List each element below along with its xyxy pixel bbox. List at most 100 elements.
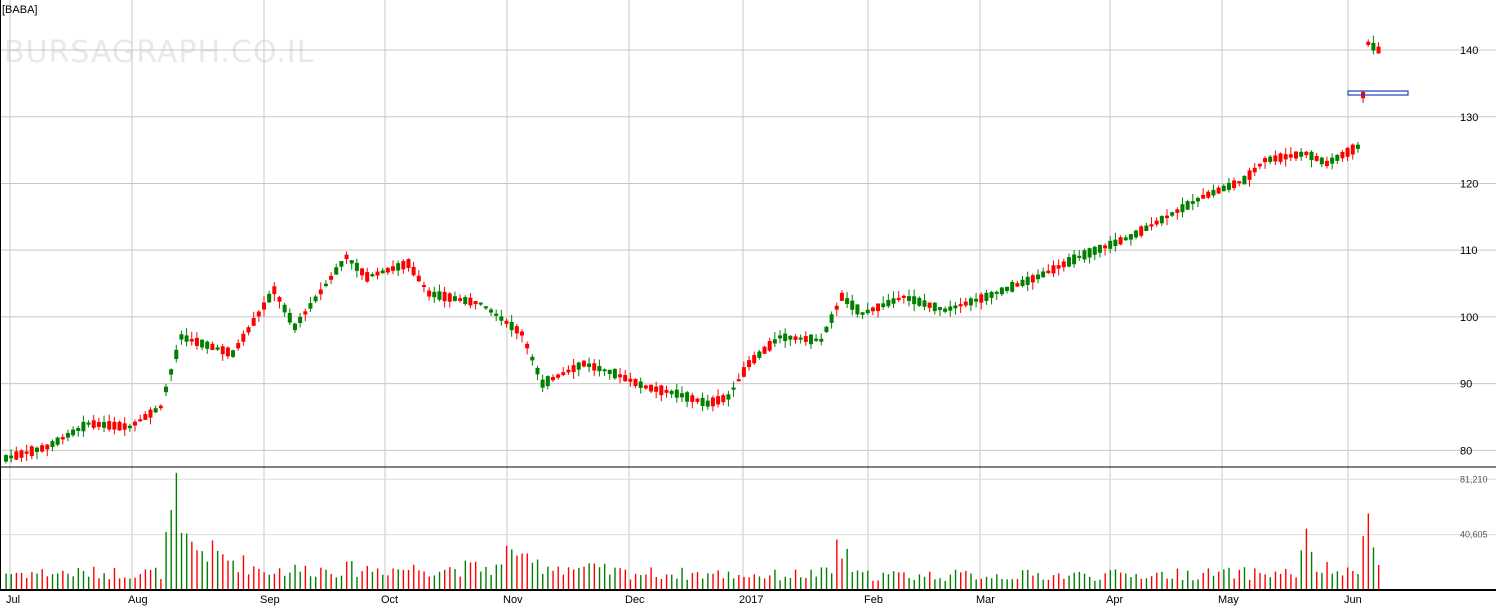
volume-bar bbox=[21, 573, 22, 590]
candle-body bbox=[1026, 277, 1030, 285]
candle-body bbox=[1335, 155, 1339, 161]
volume-bar bbox=[16, 573, 17, 590]
volume-bar bbox=[950, 575, 951, 590]
candle-body bbox=[1346, 148, 1350, 157]
candle-body bbox=[112, 422, 116, 430]
candle-body bbox=[1077, 256, 1081, 258]
candle-body bbox=[1072, 254, 1076, 264]
candle-body bbox=[1015, 283, 1019, 287]
volume-bar bbox=[1203, 573, 1204, 590]
volume-bar bbox=[238, 572, 239, 590]
volume-bar bbox=[1213, 576, 1214, 590]
candle-body bbox=[1113, 240, 1117, 246]
candle-body bbox=[236, 343, 240, 348]
candle-body bbox=[190, 339, 194, 342]
volume-bar bbox=[568, 567, 569, 590]
candle-body bbox=[716, 396, 720, 404]
candle-body bbox=[1186, 201, 1190, 210]
volume-bar bbox=[656, 577, 657, 590]
candle-body bbox=[102, 422, 106, 428]
candle-body bbox=[391, 266, 395, 271]
volume-bar bbox=[1125, 574, 1126, 590]
volume-bar bbox=[841, 559, 842, 590]
candle-body bbox=[1165, 216, 1169, 218]
volume-bar bbox=[1347, 567, 1348, 590]
candle-body bbox=[1005, 287, 1009, 291]
candle-body bbox=[205, 342, 209, 349]
volume-bar bbox=[934, 579, 935, 590]
volume-bar bbox=[1048, 580, 1049, 590]
candle-body bbox=[200, 340, 204, 348]
candle-body bbox=[1160, 216, 1164, 223]
candle-body bbox=[572, 365, 576, 372]
candle-body bbox=[376, 272, 380, 276]
volume-bar bbox=[893, 571, 894, 590]
candle-body bbox=[97, 422, 101, 427]
candle-body bbox=[871, 307, 875, 311]
candle-body bbox=[252, 318, 256, 326]
volume-bar bbox=[72, 576, 73, 590]
candle-body bbox=[1356, 145, 1360, 149]
volume-bar bbox=[614, 568, 615, 590]
volume-bar bbox=[1285, 569, 1286, 590]
candle-body bbox=[644, 385, 648, 388]
candle-body bbox=[1191, 201, 1195, 204]
candle-body bbox=[799, 338, 803, 340]
candle-body bbox=[71, 430, 75, 436]
candle-body bbox=[582, 361, 586, 367]
volume-bar bbox=[924, 577, 925, 590]
candle-body bbox=[293, 324, 297, 331]
volume-bar bbox=[145, 569, 146, 590]
volume-bar bbox=[186, 534, 187, 590]
candle-body bbox=[1325, 161, 1329, 166]
volume-bar bbox=[129, 579, 130, 590]
volume-bar bbox=[1182, 580, 1183, 590]
candle-body bbox=[365, 272, 369, 282]
volume-bar bbox=[1362, 536, 1363, 590]
candle-body bbox=[830, 314, 834, 323]
volume-bar bbox=[382, 575, 383, 590]
candle-body bbox=[283, 305, 287, 313]
volume-bar bbox=[888, 574, 889, 590]
candle-body bbox=[1232, 181, 1236, 189]
candle-body bbox=[1041, 271, 1045, 277]
candle-body bbox=[639, 382, 643, 388]
candle-body bbox=[458, 298, 462, 301]
candle-body bbox=[4, 455, 8, 461]
volume-bar bbox=[877, 580, 878, 590]
volume-bar bbox=[341, 576, 342, 590]
candle-body bbox=[995, 292, 999, 294]
volume-bar bbox=[171, 510, 172, 590]
volume-bar bbox=[738, 575, 739, 590]
month-tick-label: Jun bbox=[1344, 594, 1362, 606]
price-tick-label: 80 bbox=[1460, 445, 1472, 457]
volume-bar bbox=[1063, 579, 1064, 590]
candle-body bbox=[551, 377, 555, 380]
month-tick-label: Oct bbox=[381, 594, 398, 606]
volume-bar bbox=[743, 577, 744, 590]
volume-bar bbox=[52, 574, 53, 590]
volume-bar bbox=[960, 572, 961, 590]
candle-body bbox=[499, 316, 503, 320]
candle-body bbox=[360, 268, 364, 275]
volume-bar bbox=[1368, 514, 1369, 590]
volume-bar bbox=[1280, 574, 1281, 590]
volume-bar bbox=[423, 572, 424, 590]
volume-bar bbox=[867, 571, 868, 590]
volume-bar bbox=[408, 570, 409, 590]
candle-body bbox=[381, 271, 385, 274]
volume-bar bbox=[1120, 573, 1121, 590]
volume-bar bbox=[1228, 568, 1229, 590]
volume-bar bbox=[908, 578, 909, 590]
volume-bar bbox=[563, 575, 564, 590]
candle-body bbox=[608, 370, 612, 374]
candle-body bbox=[1062, 261, 1066, 267]
volume-bar bbox=[1043, 580, 1044, 590]
month-tick-label: May bbox=[1218, 594, 1239, 606]
volume-bar bbox=[542, 574, 543, 590]
candle-body bbox=[355, 263, 359, 271]
volume-bar bbox=[181, 533, 182, 590]
candle-body bbox=[809, 335, 813, 345]
volume-bar bbox=[26, 578, 27, 590]
volume-bar bbox=[975, 579, 976, 590]
